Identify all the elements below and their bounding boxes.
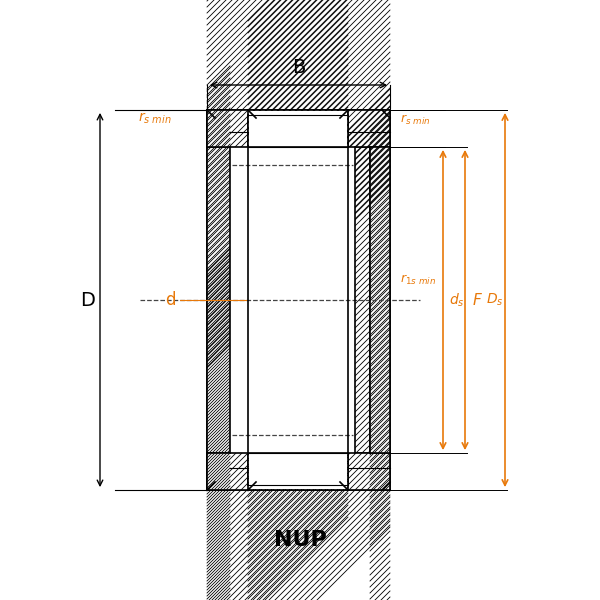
Bar <box>207 110 390 147</box>
Bar <box>370 147 390 453</box>
Text: $D_s$: $D_s$ <box>486 292 504 308</box>
Bar <box>248 115 348 147</box>
Bar <box>248 115 348 147</box>
Bar <box>207 110 230 490</box>
Bar <box>249 111 347 489</box>
Bar <box>248 453 348 485</box>
Text: D: D <box>80 290 95 310</box>
Text: d: d <box>165 291 176 309</box>
Text: NUP: NUP <box>274 530 326 550</box>
Text: $r_{1s\ min}$: $r_{1s\ min}$ <box>400 273 436 287</box>
Bar <box>207 453 390 490</box>
Text: $r_{s\ min}$: $r_{s\ min}$ <box>400 113 430 127</box>
Text: $r_{s\ min}$: $r_{s\ min}$ <box>138 111 172 126</box>
Bar <box>230 147 355 453</box>
Text: $F$: $F$ <box>472 292 482 308</box>
Bar <box>207 453 390 490</box>
Text: $d_s$: $d_s$ <box>449 291 465 308</box>
Bar <box>207 110 230 490</box>
Bar <box>370 147 390 453</box>
Bar <box>248 453 348 485</box>
Text: B: B <box>292 58 305 77</box>
Bar <box>207 110 390 147</box>
